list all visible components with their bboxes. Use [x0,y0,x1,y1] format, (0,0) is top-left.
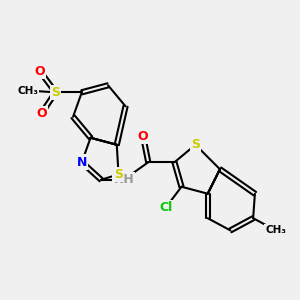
Text: NH: NH [113,173,134,186]
Text: CH₃: CH₃ [17,85,38,96]
Text: O: O [34,65,45,78]
Text: O: O [36,107,47,120]
Text: Cl: Cl [159,201,172,214]
Text: O: O [138,130,148,142]
Text: S: S [191,138,200,151]
Text: S: S [114,168,123,181]
Text: N: N [76,156,87,169]
Text: CH₃: CH₃ [266,225,286,236]
Text: S: S [51,86,60,99]
